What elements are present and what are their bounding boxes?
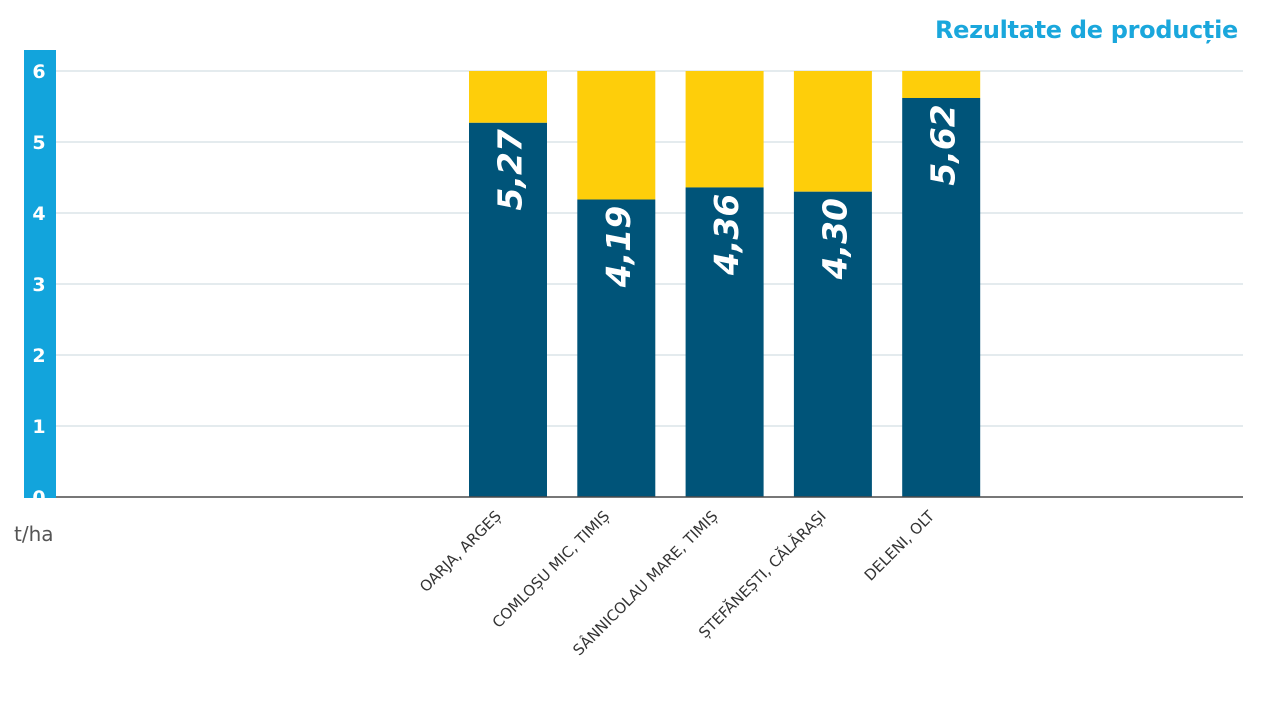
bar-segment-upper: [685, 71, 764, 188]
y-tick-label: 2: [32, 345, 45, 367]
bar-value-label: 5,27: [491, 129, 530, 210]
bar-segment-value: [902, 97, 981, 497]
bars: 5,27 4,19 4,36 4,30 5,62: [469, 71, 981, 497]
bar-segment-value: [577, 199, 656, 497]
y-axis-unit-label: t/ha: [14, 522, 54, 546]
bar-value-label: 4,30: [815, 198, 854, 280]
x-tick-label: COMLOȘU MIC, TIMIȘ: [489, 507, 613, 631]
y-tick-label: 0: [32, 487, 45, 509]
bar-segment-upper: [902, 71, 981, 98]
y-tick-label: 1: [32, 416, 45, 438]
x-tick-label: ȘTEFĂNEȘTI, CĂLĂRAȘI: [694, 506, 829, 641]
bar-segment-value: [793, 191, 872, 497]
y-tick-label: 4: [32, 203, 45, 225]
bar-segment-upper: [793, 71, 872, 192]
bar-segment-upper: [469, 71, 547, 123]
bar-segment-value: [685, 187, 764, 497]
y-tick-label: 3: [32, 274, 45, 296]
bar-segment-value: [469, 122, 547, 497]
bar-value-label: 4,36: [707, 194, 746, 276]
x-tick-label: DELENI, OLT: [861, 507, 939, 585]
bar-value-label: 5,62: [924, 104, 963, 185]
y-tick-label: 5: [32, 132, 45, 154]
bar-segment-upper: [577, 71, 656, 200]
y-axis-band: [24, 50, 56, 498]
bar-value-label: 4,19: [599, 206, 638, 288]
x-tick-label: OARJA, ARGEȘ: [416, 507, 505, 596]
y-tick-label: 6: [32, 61, 45, 83]
y-tick-labels: 0 1 2 3 4 5 6: [32, 61, 45, 509]
chart-title: Rezultate de producție: [935, 16, 1238, 44]
